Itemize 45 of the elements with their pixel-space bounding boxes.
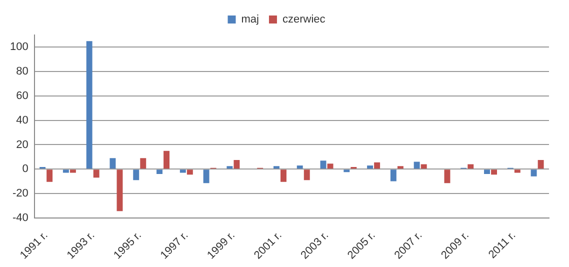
y-tick-label: 80 [16,66,28,78]
bar [320,160,326,169]
y-tick-label: 40 [16,114,28,126]
bar [420,164,427,169]
y-tick-label: 0 [22,163,28,176]
bar [304,170,310,180]
bar [70,170,76,173]
bar [46,170,53,182]
bar [468,164,474,169]
bar [444,170,450,184]
bar [226,166,233,169]
bar [397,166,404,169]
bar [93,170,100,178]
bar [186,170,193,175]
bar [273,166,280,169]
bar [156,170,162,174]
y-tick-label: 100 [10,41,28,54]
legend-label: czerwiec [282,14,326,26]
bar [140,158,146,169]
y-tick-label: 20 [16,138,28,151]
bar [491,170,498,175]
bar [116,170,123,212]
bar [133,170,140,180]
bar [203,170,210,184]
y-tick-label: 60 [16,90,28,102]
y-tick-label: -20 [12,188,28,200]
bar [296,165,303,169]
bar [344,170,350,172]
bar [390,170,396,182]
bar [164,150,170,169]
bar [367,165,374,169]
bar [280,170,286,182]
bar [234,160,240,169]
bar [414,162,420,169]
bar [374,162,380,169]
bar [327,164,334,169]
legend-label: maj [241,14,259,26]
y-tick-label: -40 [12,212,28,224]
bar [514,170,520,173]
bar [180,170,186,173]
bar [62,170,69,173]
bar [538,160,544,169]
bar [110,158,116,169]
bar [484,170,490,174]
bar [530,170,537,176]
